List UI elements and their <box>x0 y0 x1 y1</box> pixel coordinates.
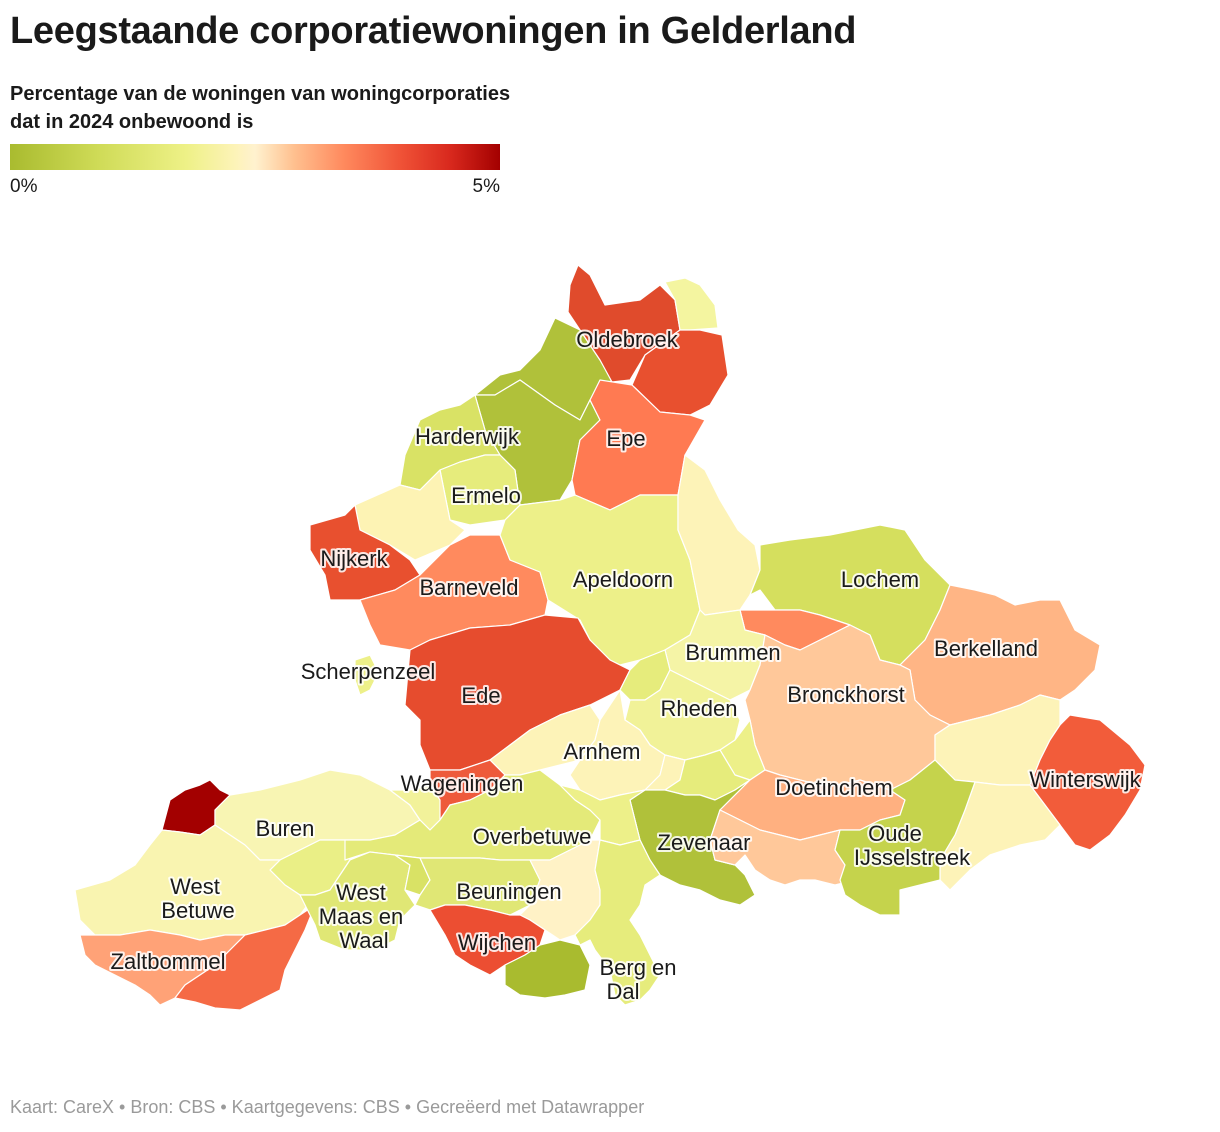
legend-min-label: 0% <box>10 176 38 197</box>
label-oldebroek: Oldebroek <box>576 327 679 352</box>
region-wijchen[interactable] <box>429 904 546 976</box>
label-west-maas-en-waal-2: Maas en <box>319 904 403 929</box>
label-berkelland: Berkelland <box>934 636 1038 661</box>
label-rheden: Rheden <box>660 696 737 721</box>
label-west-betuwe-1: West <box>170 874 220 899</box>
region-berg-en-dal[interactable] <box>574 839 661 1006</box>
map-regions <box>74 264 1146 1011</box>
region-montferland[interactable] <box>709 809 856 886</box>
label-winterswijk: Winterswijk <box>1029 767 1141 792</box>
label-epe: Epe <box>606 426 645 451</box>
label-west-maas-en-waal-1: West <box>336 880 386 905</box>
region-winterswijk[interactable] <box>1029 714 1146 851</box>
label-west-maas-en-waal-3: Waal <box>339 928 388 953</box>
label-ede: Ede <box>461 683 500 708</box>
legend-max-label: 5% <box>472 176 500 197</box>
label-west-betuwe-2: Betuwe <box>161 898 234 923</box>
label-buren: Buren <box>256 816 315 841</box>
label-beuningen: Beuningen <box>456 879 561 904</box>
label-zevenaar: Zevenaar <box>658 830 751 855</box>
label-doetinchem: Doetinchem <box>775 775 892 800</box>
label-zaltbommel: Zaltbommel <box>111 949 226 974</box>
footer-text: Kaart: CareX • Bron: CBS • Kaartgegevens… <box>10 1097 645 1117</box>
label-oude-ijsselstreek-2: IJsselstreek <box>854 845 971 870</box>
label-oude-ijsselstreek-1: Oude <box>868 821 922 846</box>
label-berg-en-dal-2: Dal <box>606 979 639 1004</box>
label-scherpenzeel: Scherpenzeel <box>301 659 436 684</box>
label-bronckhorst: Bronckhorst <box>787 682 904 707</box>
label-berg-en-dal-1: Berg en <box>599 955 676 980</box>
label-lochem: Lochem <box>841 567 919 592</box>
map-labels: Oldebroek Harderwijk Epe Ermelo Nijkerk … <box>109 325 1144 1006</box>
label-brummen: Brummen <box>685 640 780 665</box>
region-scherpenzeel[interactable] <box>354 654 376 696</box>
region-oude-ijsselstreek[interactable] <box>834 759 976 916</box>
gelderland-map: Oldebroek Harderwijk Epe Ermelo Nijkerk … <box>74 264 1146 1011</box>
region-hattem[interactable] <box>664 277 719 331</box>
color-legend: 0% 5% <box>10 144 500 197</box>
footer-credits: Kaart: CareX • Bron: CBS • Kaartgegevens… <box>10 1097 644 1118</box>
label-apeldoorn: Apeldoorn <box>573 567 673 592</box>
label-arnhem: Arnhem <box>563 739 640 764</box>
label-harderwijk: Harderwijk <box>415 424 520 449</box>
page-subtitle: Percentage van de woningen van woningcor… <box>10 83 511 133</box>
region-maasdriel[interactable] <box>174 904 316 1011</box>
page-title: Leegstaande corporatiewoningen in Gelder… <box>10 10 857 52</box>
label-wageningen: Wageningen <box>401 771 524 796</box>
label-wijchen: Wijchen <box>458 930 536 955</box>
region-heumen[interactable] <box>504 939 591 999</box>
region-heerde[interactable] <box>631 329 729 416</box>
legend-gradient-bar <box>10 144 500 170</box>
label-overbetuwe: Overbetuwe <box>473 824 592 849</box>
label-nijkerk: Nijkerk <box>320 546 388 571</box>
label-ermelo: Ermelo <box>451 483 521 508</box>
label-barneveld: Barneveld <box>419 575 518 600</box>
